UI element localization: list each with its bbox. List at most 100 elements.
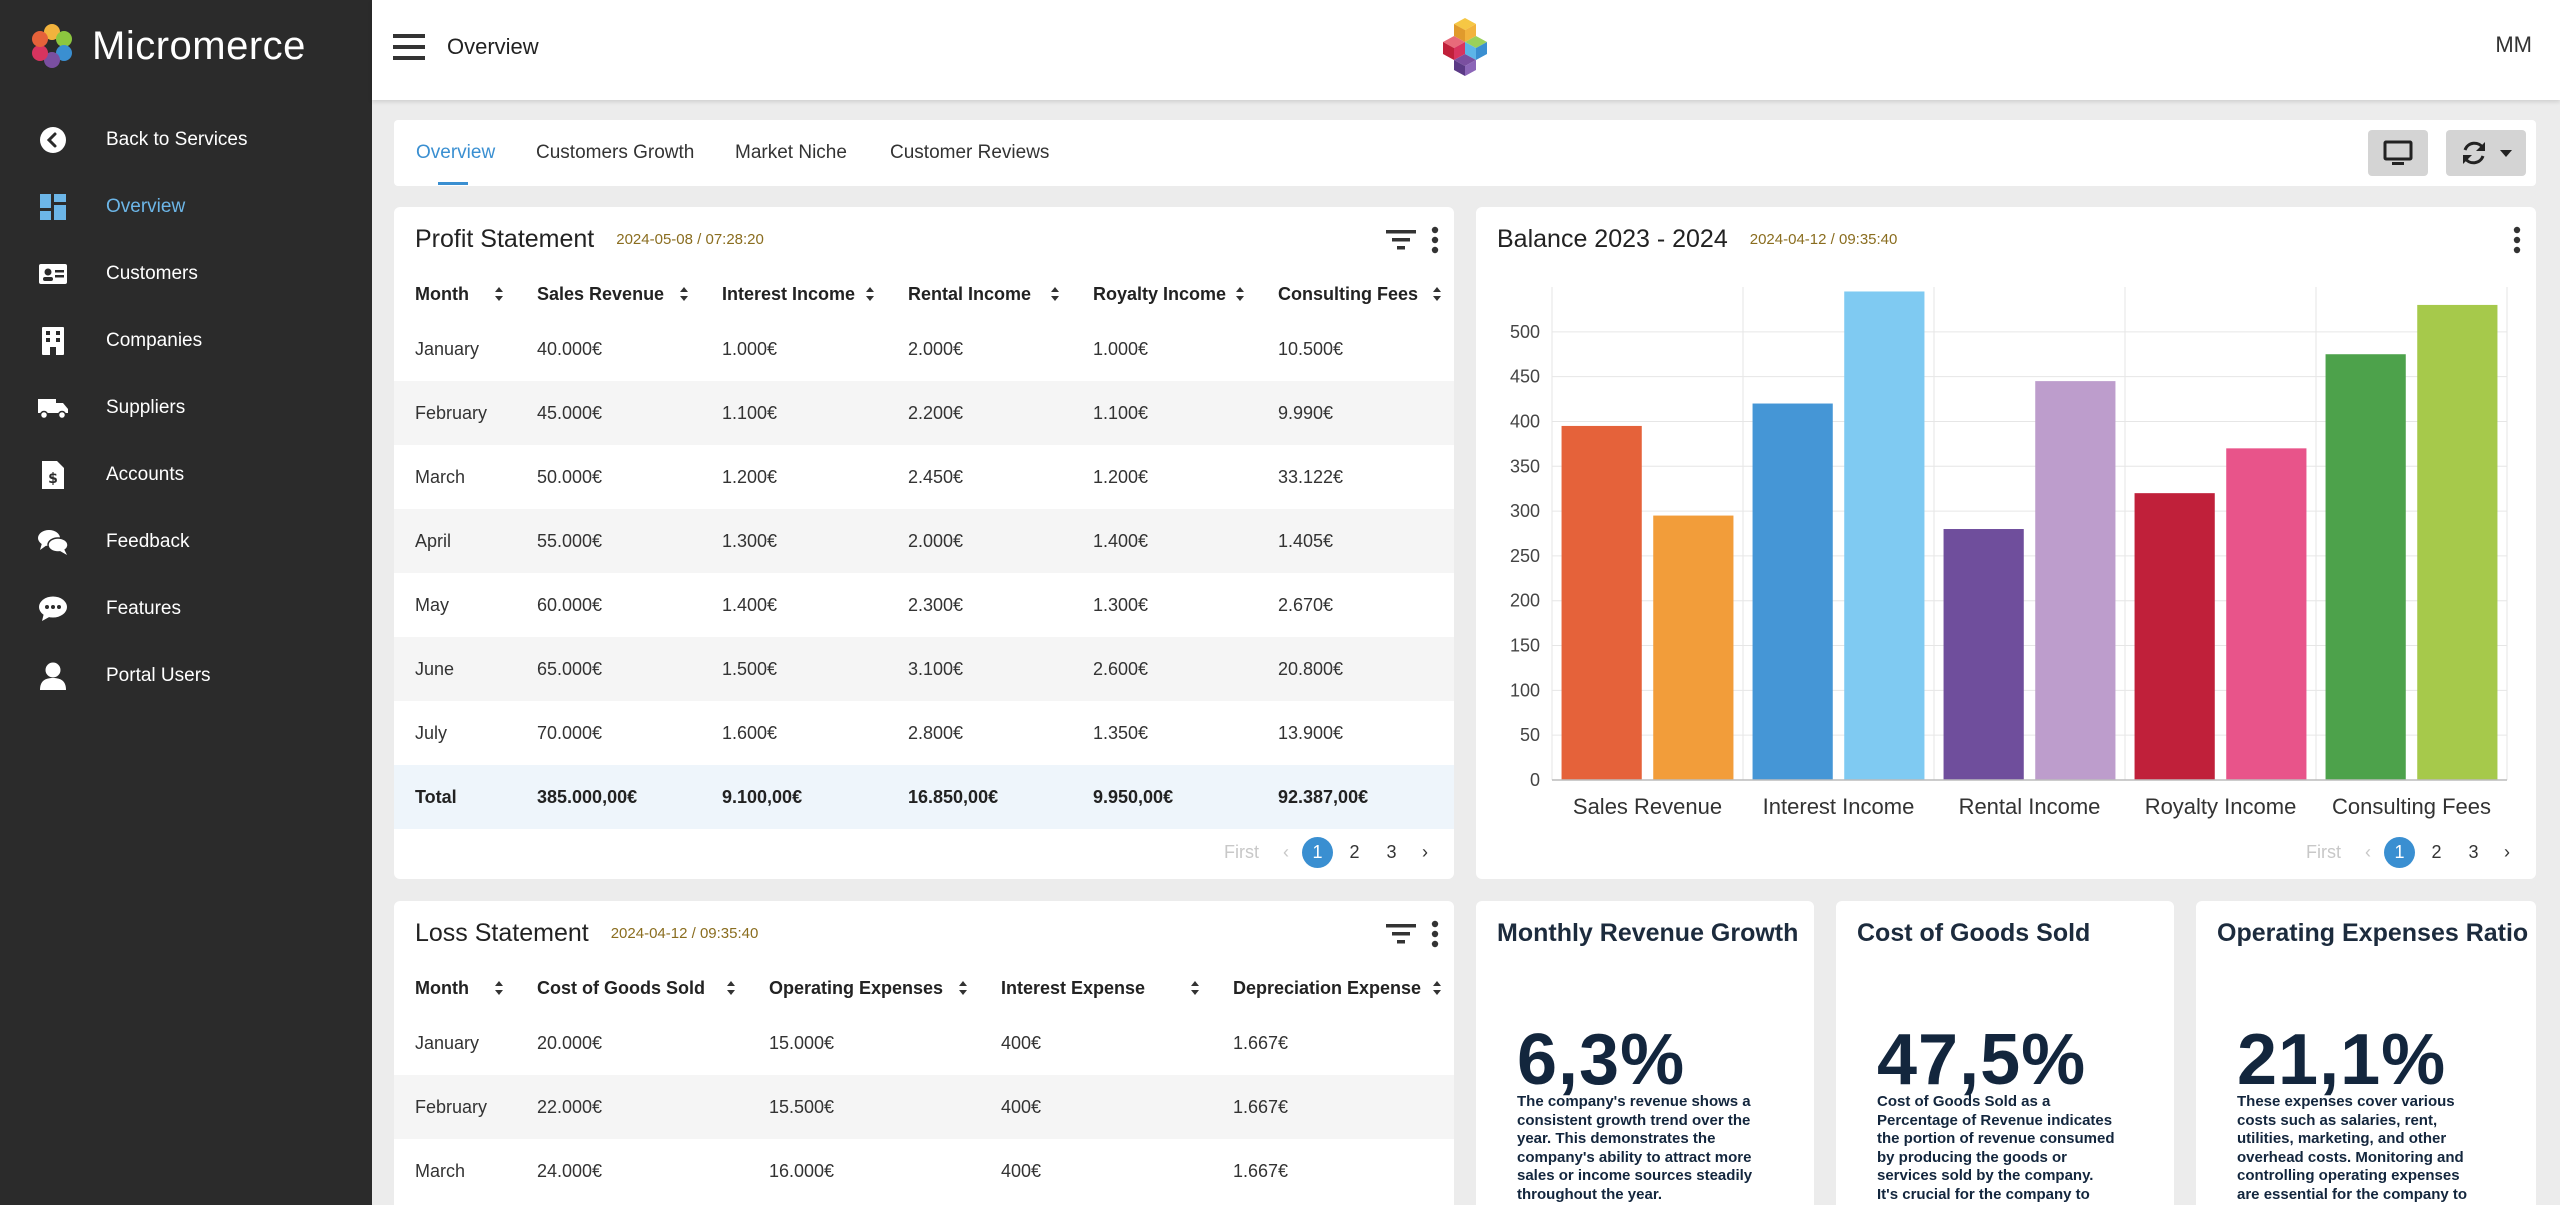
filter-icon[interactable] — [1386, 227, 1416, 253]
pager-prev-icon[interactable]: ‹ — [2365, 842, 2371, 862]
pager-next-icon[interactable]: › — [1422, 842, 1428, 862]
display-mode-button[interactable] — [2368, 130, 2428, 176]
brand[interactable]: Micromerce — [26, 20, 306, 72]
table-row[interactable]: February 45.000€ 1.100€ 2.200€ 1.100€ 9.990€ — [394, 381, 1454, 445]
total-cell: 385.000,00€ — [516, 765, 701, 829]
column-header[interactable]: Depreciation Expense — [1212, 965, 1454, 1011]
table-cell: 2.000€ — [887, 509, 1072, 573]
sidebar-item-companies[interactable]: Companies — [0, 307, 372, 374]
kpi-title: Cost of Goods Sold — [1857, 919, 2091, 947]
table-cell: 2.450€ — [908, 466, 964, 487]
hamburger-menu-icon[interactable] — [392, 30, 426, 64]
sidebar-item-label: Features — [106, 597, 181, 619]
table-cell: 1.667€ — [1233, 1160, 1289, 1181]
table-cell: 2.300€ — [908, 594, 964, 615]
column-header[interactable]: Month — [394, 965, 516, 1011]
table-cell: March — [415, 1160, 466, 1181]
total-cell: 92.387,00€ — [1257, 765, 1454, 829]
table-cell: 24.000€ — [537, 1160, 603, 1181]
table-row[interactable]: June 65.000€ 1.500€ 3.100€ 2.600€ 20.800€ — [394, 637, 1454, 701]
tab-overview[interactable]: Overview — [416, 142, 496, 163]
sort-icon[interactable] — [1235, 286, 1245, 302]
contact-card-icon — [38, 259, 68, 289]
sort-icon[interactable] — [1190, 980, 1200, 996]
table-cell: 3.100€ — [887, 637, 1072, 701]
pager-page-1[interactable]: 1 — [1302, 837, 1333, 868]
column-header[interactable]: Operating Expenses — [748, 965, 980, 1011]
sidebar-item-feedback[interactable]: Feedback — [0, 508, 372, 575]
column-header-label: Month — [415, 977, 469, 998]
truck-icon — [38, 393, 68, 423]
more-vert-icon[interactable] — [2512, 225, 2522, 255]
y-tick-label: 300 — [1510, 501, 1540, 521]
kpi-card-operating-expenses-ratio: Operating Expenses Ratio 21,1% These exp… — [2196, 901, 2536, 1205]
tabs-bar: Overview Customers Growth Market Niche C… — [394, 120, 2536, 186]
table-cell: 1.200€ — [1093, 466, 1149, 487]
table-cell: 22.000€ — [516, 1075, 748, 1139]
sort-icon[interactable] — [865, 286, 875, 302]
sidebar-item-label: Portal Users — [106, 664, 211, 686]
x-tick-label: Rental Income — [1959, 794, 2101, 819]
pager-first[interactable]: First — [1224, 842, 1259, 862]
profit-statement-card: Profit Statement 2024-05-08 / 07:28:20 M… — [394, 207, 1454, 879]
sidebar-item-label: Companies — [106, 329, 203, 351]
sort-icon[interactable] — [1432, 286, 1442, 302]
column-header-label: Sales Revenue — [537, 283, 665, 304]
sidebar-item-features[interactable]: Features — [0, 575, 372, 642]
loss-table: Month Cost of Goods Sold Operating Expense… — [394, 965, 1454, 1203]
tab-customers-growth[interactable]: Customers Growth — [536, 142, 695, 163]
table-cell: January — [415, 338, 480, 359]
sidebar-item-overview[interactable]: Overview — [0, 173, 372, 240]
table-row[interactable]: January 40.000€ 1.000€ 2.000€ 1.000€ 10.500€ — [394, 317, 1454, 381]
sidebar-item-back-to-services[interactable]: Back to Services — [0, 106, 372, 173]
table-row[interactable]: May 60.000€ 1.400€ 2.300€ 1.300€ 2.670€ — [394, 573, 1454, 637]
column-header[interactable]: Rental Income — [887, 271, 1072, 317]
sort-icon[interactable] — [1050, 286, 1060, 302]
table-cell: May — [415, 594, 450, 615]
column-header[interactable]: Royalty Income — [1072, 271, 1257, 317]
user-avatar[interactable]: MM — [2495, 32, 2532, 57]
column-header[interactable]: Interest Income — [701, 271, 887, 317]
table-cell: 20.000€ — [537, 1032, 603, 1053]
pager-prev-icon[interactable]: ‹ — [1283, 842, 1289, 862]
filter-icon[interactable] — [1386, 921, 1416, 947]
pager-page-3[interactable]: 3 — [2468, 842, 2479, 862]
sort-icon[interactable] — [958, 980, 968, 996]
table-row[interactable]: March 24.000€ 16.000€ 400€ 1.667€ — [394, 1139, 1454, 1203]
chart-bar — [2226, 448, 2307, 780]
pager-page-3[interactable]: 3 — [1386, 842, 1397, 862]
column-header[interactable]: Sales Revenue — [516, 271, 701, 317]
refresh-dropdown-button[interactable] — [2446, 130, 2526, 176]
refresh-icon — [2463, 141, 2485, 165]
column-header[interactable]: Consulting Fees — [1257, 271, 1454, 317]
table-row[interactable]: April 55.000€ 1.300€ 2.000€ 1.400€ 1.405€ — [394, 509, 1454, 573]
sidebar-item-portal-users[interactable]: Portal Users — [0, 642, 372, 709]
pager-page-1[interactable]: 1 — [2384, 837, 2415, 868]
sidebar-item-accounts[interactable]: $ Accounts — [0, 441, 372, 508]
table-cell: 55.000€ — [516, 509, 701, 573]
kpi-value: 6,3% — [1517, 1020, 1686, 1100]
sort-icon[interactable] — [726, 980, 736, 996]
pager-first[interactable]: First — [2306, 842, 2341, 862]
pager-page-2[interactable]: 2 — [2431, 842, 2442, 862]
sort-icon[interactable] — [494, 980, 504, 996]
sort-icon[interactable] — [679, 286, 689, 302]
sidebar-item-suppliers[interactable]: Suppliers — [0, 374, 372, 441]
more-vert-icon[interactable] — [1430, 919, 1440, 949]
column-header[interactable]: Cost of Goods Sold — [516, 965, 748, 1011]
sort-icon[interactable] — [494, 286, 504, 302]
pager-page-2[interactable]: 2 — [1349, 842, 1360, 862]
tab-customer-reviews[interactable]: Customer Reviews — [890, 142, 1050, 163]
table-row[interactable]: March 50.000€ 1.200€ 2.450€ 1.200€ 33.122€ — [394, 445, 1454, 509]
sort-icon[interactable] — [1432, 980, 1442, 996]
caret-down-icon — [2500, 150, 2512, 157]
sidebar-item-customers[interactable]: Customers — [0, 240, 372, 307]
table-row[interactable]: January 20.000€ 15.000€ 400€ 1.667€ — [394, 1011, 1454, 1075]
column-header[interactable]: Interest Expense — [980, 965, 1212, 1011]
more-vert-icon[interactable] — [1430, 225, 1440, 255]
tab-market-niche[interactable]: Market Niche — [735, 142, 847, 163]
table-row[interactable]: February 22.000€ 15.500€ 400€ 1.667€ — [394, 1075, 1454, 1139]
table-row[interactable]: July 70.000€ 1.600€ 2.800€ 1.350€ 13.900€ — [394, 701, 1454, 765]
pager-next-icon[interactable]: › — [2504, 842, 2510, 862]
column-header[interactable]: Month — [394, 271, 516, 317]
